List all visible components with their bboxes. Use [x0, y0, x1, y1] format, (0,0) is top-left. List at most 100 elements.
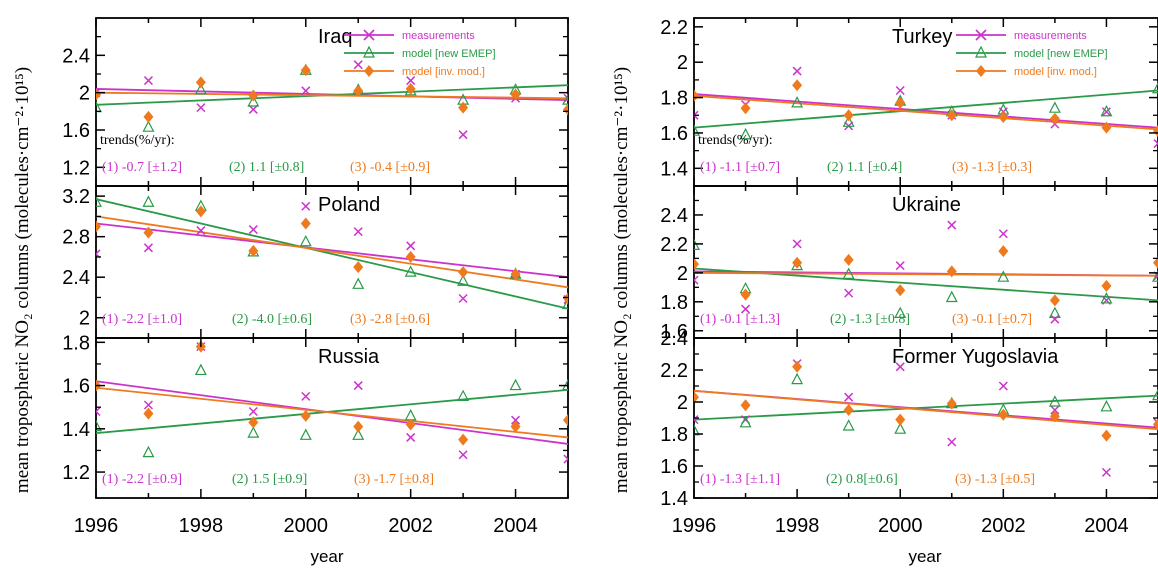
- panel-title: Former Yugoslavia: [892, 346, 1059, 368]
- trend-line-model_inv: [694, 94, 1158, 131]
- point-model-new-emep: [404, 265, 417, 277]
- data-layer: [694, 359, 1158, 477]
- point-model-new-emep: [247, 95, 260, 107]
- point-model-inv-mod: [143, 407, 154, 420]
- point-measurements: [694, 415, 699, 425]
- y-tick-label: 1.6: [62, 120, 90, 142]
- point-model-inv-mod: [563, 414, 568, 427]
- point-measurements: [1101, 467, 1111, 477]
- point-measurements: [248, 225, 258, 235]
- point-model-new-emep: [352, 277, 365, 289]
- point-model-new-emep: [1048, 306, 1061, 318]
- panel-title: Poland: [318, 194, 380, 216]
- point-model-inv-mod: [300, 217, 311, 230]
- data-layer: [96, 195, 568, 310]
- y-tick-label: 1.6: [660, 123, 688, 145]
- y-tick-label: 1.8: [660, 424, 688, 446]
- point-model-inv-mod: [1101, 429, 1112, 442]
- legend-marker-model-new-emep: [975, 45, 987, 58]
- point-measurements: [947, 437, 957, 447]
- y-tick-label: 2: [677, 392, 688, 414]
- panel-poland: 2 2.4 2.8 3.2 Poland (1) -2.2 [±1.0] (2) -4.0 …: [62, 185, 569, 339]
- point-model-new-emep: [894, 422, 907, 434]
- y-tick-label: 1.8: [62, 332, 90, 354]
- point-model-new-emep: [842, 419, 855, 431]
- data-layer: [694, 66, 1158, 149]
- point-model-new-emep: [142, 195, 155, 207]
- point-model-new-emep: [457, 389, 470, 401]
- legend-label: model [new EMEP]: [1014, 48, 1108, 60]
- point-model-new-emep: [247, 426, 260, 438]
- trend-annotation-measurements: (1) -2.2 [±0.9]: [102, 472, 182, 487]
- point-measurements: [196, 226, 206, 236]
- point-model-new-emep: [96, 100, 102, 113]
- x-tick-label: 1998: [179, 515, 224, 537]
- legend-label: model [inv. mod.]: [1014, 66, 1097, 78]
- y-tick-label: 2.4: [660, 328, 688, 350]
- point-model-inv-mod: [353, 261, 364, 274]
- point-measurements: [741, 304, 751, 314]
- point-model-new-emep: [352, 428, 365, 440]
- point-model-inv-mod: [792, 79, 803, 92]
- data-layer: [96, 60, 568, 140]
- point-model-new-emep: [562, 93, 568, 105]
- point-model-inv-mod: [1101, 279, 1112, 292]
- trend-annotation-measurements: (1) -0.1 [±1.3]: [700, 312, 780, 327]
- point-model-new-emep: [457, 274, 470, 286]
- data-layer: [96, 340, 568, 464]
- point-model-inv-mod: [96, 220, 101, 233]
- point-model-inv-mod: [843, 109, 854, 122]
- point-model-inv-mod: [1153, 125, 1158, 138]
- point-model-inv-mod: [353, 420, 364, 433]
- x-tick-label: 2004: [1084, 515, 1129, 537]
- x-tick-label: 2000: [284, 515, 329, 537]
- point-model-new-emep: [299, 428, 312, 440]
- point-measurements: [406, 241, 416, 251]
- point-model-new-emep: [96, 195, 102, 207]
- point-measurements: [406, 76, 416, 86]
- panel-title: Iraq: [318, 26, 352, 48]
- x-tick-label: 1998: [775, 515, 820, 537]
- point-measurements: [353, 227, 363, 237]
- trend-annotation-model_new: (2) 1.1 [±0.4]: [827, 160, 902, 175]
- point-measurements: [895, 261, 905, 271]
- point-model-inv-mod: [843, 404, 854, 416]
- y-tick-label: 1.6: [660, 456, 688, 478]
- point-measurements: [353, 381, 363, 391]
- trend-annotation-measurements: (1) -1.3 [±1.1]: [700, 472, 780, 487]
- trends-title: trends(%/yr):: [698, 133, 773, 148]
- point-model-new-emep: [739, 127, 752, 140]
- point-model-inv-mod: [843, 253, 854, 266]
- point-measurements: [1050, 314, 1060, 324]
- x-axis-label-right: year: [908, 547, 941, 566]
- point-measurements: [792, 239, 802, 249]
- trend-line-model_inv: [694, 389, 1158, 431]
- point-model-inv-mod: [195, 76, 206, 89]
- point-model-inv-mod: [792, 256, 803, 269]
- point-model-inv-mod: [946, 397, 957, 410]
- point-model-inv-mod: [1049, 410, 1060, 423]
- point-model-new-emep: [997, 270, 1010, 282]
- point-model-new-emep: [842, 115, 855, 127]
- legend-marker-measurements: [975, 29, 987, 41]
- panel-iraq: 1.2 1.6 2 2.4 Iraq measurements model [new EME…: [62, 17, 569, 187]
- legend-marker-measurements: [363, 29, 375, 41]
- point-measurements: [96, 406, 101, 417]
- panels: 1.2 1.6 2 2.4 Iraq measurements model [new EME…: [62, 17, 1158, 537]
- point-model-inv-mod: [1101, 121, 1112, 134]
- point-model-inv-mod: [895, 96, 906, 109]
- point-model-new-emep: [1100, 292, 1113, 304]
- point-model-new-emep: [1152, 270, 1158, 282]
- y-tick-label: 1.8: [660, 292, 688, 314]
- point-model-inv-mod: [895, 284, 906, 297]
- point-model-new-emep: [142, 120, 155, 132]
- legend-label: model [inv. mod.]: [402, 66, 485, 78]
- point-measurements: [998, 229, 1008, 239]
- point-model-inv-mod: [143, 110, 154, 123]
- point-measurements: [143, 400, 153, 410]
- trend-line-model_inv: [694, 271, 1158, 277]
- y-axis-label-left: mean tropospheric NO₂ columns (molecules…: [12, 67, 33, 493]
- y-tick-label: 1.2: [62, 157, 90, 179]
- point-model-inv-mod: [946, 109, 957, 122]
- point-model-inv-mod: [300, 64, 311, 77]
